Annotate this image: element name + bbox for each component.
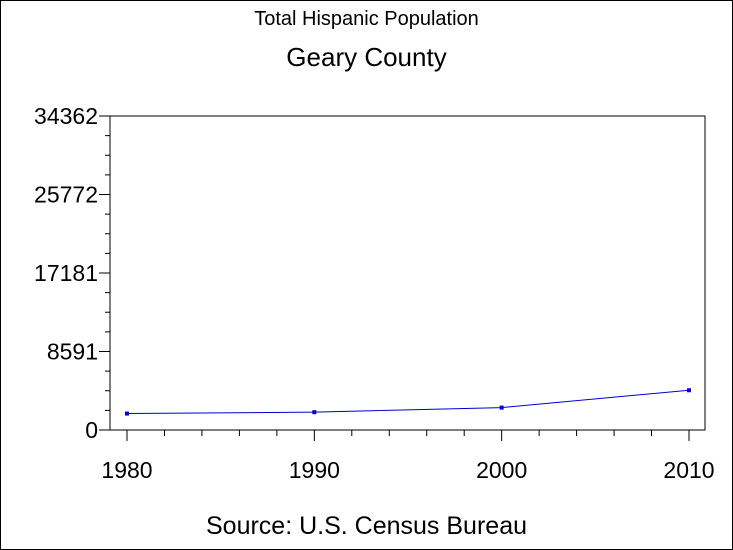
x-axis: 1980 1990 2000 2010 (101, 430, 715, 483)
x-tick-label: 1990 (289, 457, 340, 483)
series-group (125, 388, 691, 416)
chart-title: Total Hispanic Population (254, 8, 479, 30)
data-point (125, 411, 129, 416)
y-tick-label: 17181 (34, 260, 98, 286)
data-point (687, 388, 691, 393)
x-tick-label: 2010 (663, 457, 714, 483)
y-tick-label: 34362 (34, 103, 98, 129)
y-tick-label: 0 (85, 417, 98, 443)
y-tick-label: 8591 (47, 338, 98, 364)
y-tick-label: 25772 (34, 181, 98, 207)
chart-source-note: Source: U.S. Census Bureau (206, 512, 527, 540)
x-tick-label: 1980 (101, 457, 152, 483)
y-axis: 0 8591 17181 25772 34362 (34, 103, 110, 443)
x-tick-label: 2000 (476, 457, 527, 483)
chart-subtitle: Geary County (286, 42, 447, 72)
data-point (312, 410, 317, 415)
series-line (126, 389, 690, 415)
plot-area (109, 115, 706, 431)
data-point (499, 405, 504, 410)
